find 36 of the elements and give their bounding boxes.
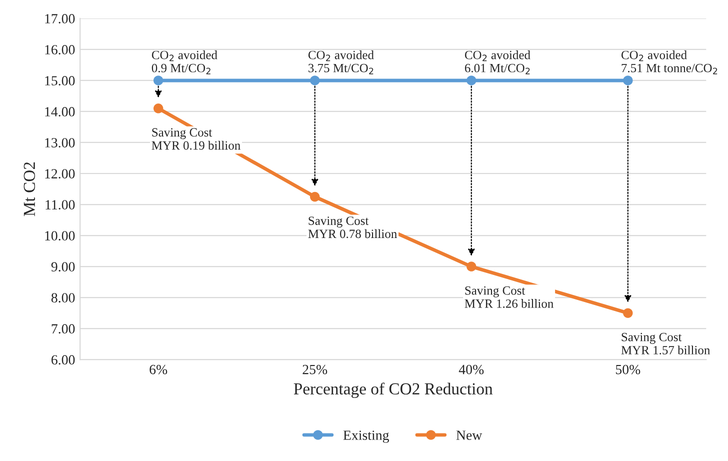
point [466,76,476,86]
point [466,262,476,272]
point [310,192,320,202]
annotation: Saving Cost MYR 0.78 billion [308,216,397,238]
annotation: CO$_{2}$ avoided 7.51 Mt tonne/CO$_{2}$ [621,50,718,74]
annotation: Saving Cost MYR 0.19 billion [152,128,240,150]
y-tick-label: 15.00 [45,76,75,86]
y-tick-label: 11.00 [46,200,75,210]
point [623,76,633,86]
y-tick-label: 16.00 [45,45,75,54]
y-tick-label: 8.00 [51,293,75,303]
x-tick-label: 6% [150,364,168,374]
legend-label: New [456,430,482,440]
legend-label: Existing [343,430,390,443]
annotation: CO$_{2}$ avoided 6.01 Mt/CO$_{2}$ [464,50,530,74]
x-tick-label: 40% [458,364,484,374]
y-tick-label: 13.00 [45,138,75,148]
x-axis-title: Percentage of CO2 Reduction [294,382,493,398]
point [153,76,164,86]
y-tick-label: 12.00 [45,169,75,179]
y-axis-title: Mt CO2 [24,162,36,216]
y-tick-label: 17.00 [45,14,75,24]
annotation: Saving Cost MYR 1.57 billion [621,332,710,354]
y-tick-label: 9.00 [51,262,75,272]
x-tick-label: 50% [616,364,640,374]
point [623,308,633,318]
annotation: Saving Cost MYR 1.26 billion [464,286,554,308]
y-tick-label: 7.00 [52,324,75,334]
point [153,104,164,114]
annotation: CO$_{2}$ avoided 0.9 Mt/CO$_{2}$ [152,50,218,74]
y-tick-label: 6.00 [52,355,75,365]
y-tick-label: 14.00 [45,107,75,116]
point [310,76,320,86]
annotation: CO$_{2}$ avoided 3.75 Mt/CO$_{2}$ [308,50,374,74]
x-tick-label: 25% [302,364,328,374]
y-tick-label: 10.00 [45,231,75,241]
